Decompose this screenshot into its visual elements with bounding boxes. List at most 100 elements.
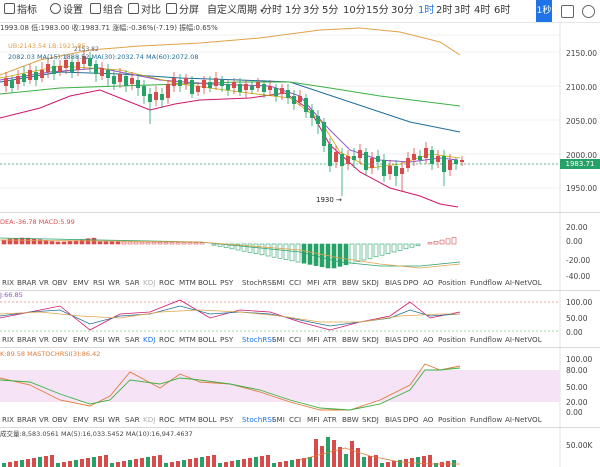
ma5-line [0, 65, 461, 169]
indicator-tab[interactable]: BOLL [198, 415, 217, 424]
indicator-tab[interactable]: StochRSI [242, 278, 274, 287]
indicator-tab[interactable]: SKDJ [362, 415, 379, 424]
indicator-tab[interactable]: ROC [159, 415, 175, 424]
settings-button[interactable]: 设置 [50, 3, 83, 19]
indicator-tab[interactable]: DPO [403, 415, 419, 424]
indicator-tab[interactable]: BRAR [17, 278, 37, 287]
indicator-tab[interactable]: AI-NetVOL [505, 415, 542, 424]
indicator-tab[interactable]: KDJ [143, 415, 156, 424]
timeframe-tab[interactable]: 30分 [391, 5, 414, 16]
indicator-tab[interactable]: KDJ [143, 335, 156, 344]
indicator-tab[interactable]: BRAR [17, 335, 37, 344]
combo-button[interactable]: 组合 [90, 3, 123, 19]
indicator-tab[interactable]: BOLL [198, 278, 217, 287]
indicator-tab[interactable]: StochRSI [242, 415, 274, 424]
indicator-tab[interactable]: MFI [307, 278, 320, 287]
indicator-tab[interactable]: OBV [52, 335, 68, 344]
timeframe-tab[interactable]: 1分 [285, 5, 302, 16]
indicator-tab[interactable]: CCI [289, 415, 302, 424]
timeframe-tab[interactable]: 1时 [418, 5, 435, 16]
indicator-tab[interactable]: RIX [2, 415, 15, 424]
indicator-tab[interactable]: VR [39, 278, 49, 287]
indicator-tab[interactable]: KDJ [143, 278, 156, 287]
indicator-tab[interactable]: SAR [125, 278, 140, 287]
custom-period-button[interactable]: 自定义周期 ▾ [207, 5, 264, 16]
indicator-tab[interactable]: Fundflow [470, 415, 503, 424]
indicator-tab[interactable]: BBW [342, 278, 359, 287]
indicator-tab[interactable]: AO [423, 278, 434, 287]
indicator-tab[interactable]: MTM [179, 335, 196, 344]
indicator-tab[interactable]: RSI [93, 415, 105, 424]
timeframe-tab[interactable]: 15分 [366, 5, 389, 16]
timeframe-tab[interactable]: 4时 [474, 5, 491, 16]
indicator-tab[interactable]: ATR [323, 335, 337, 344]
live-toggle[interactable]: 1秒 [536, 0, 552, 22]
indicator-tab[interactable]: SKDJ [362, 335, 379, 344]
indicator-tab[interactable]: SMI [272, 335, 285, 344]
indicator-tab[interactable]: RSI [93, 335, 105, 344]
gear-icon[interactable] [582, 5, 595, 18]
indicator-tab[interactable]: PSY [220, 335, 234, 344]
indicator-tab[interactable]: CCI [289, 335, 302, 344]
indicator-tab[interactable]: RSI [93, 278, 105, 287]
indicator-tab[interactable]: MTM [179, 278, 196, 287]
indicator-tab[interactable]: Fundflow [470, 278, 503, 287]
indicator-tab[interactable]: ATR [323, 415, 337, 424]
indicator-tab[interactable]: SAR [125, 415, 140, 424]
indicator-tab[interactable]: EMV [73, 278, 89, 287]
indicator-tab[interactable]: BOLL [198, 335, 217, 344]
indicator-tab[interactable]: StochRSI [242, 335, 274, 344]
indicator-tab[interactable]: PSY [220, 278, 234, 287]
indicator-tab[interactable]: Position [438, 278, 466, 287]
indicator-tab[interactable]: ROC [159, 278, 175, 287]
indicator-tab[interactable]: SKDJ [362, 278, 379, 287]
indicator-tab[interactable]: BIAS [385, 278, 402, 287]
timeframe-tab[interactable]: 6时 [494, 5, 511, 16]
indicator-tab[interactable]: MFI [307, 415, 320, 424]
indicator-tab[interactable]: SMI [272, 278, 285, 287]
indicator-tab[interactable]: BIAS [385, 415, 402, 424]
indicator-tab[interactable]: EMV [73, 415, 89, 424]
indicator-tab[interactable]: BBW [342, 415, 359, 424]
indicator-tab[interactable]: SAR [125, 335, 140, 344]
indicator-tab[interactable]: RIX [2, 335, 15, 344]
timeframe-tab[interactable]: 10分 [343, 5, 366, 16]
indicator-tab[interactable]: EMV [73, 335, 89, 344]
indicator-tab[interactable]: AO [423, 335, 434, 344]
indicator-tab[interactable]: ROC [159, 335, 175, 344]
indicator-tab[interactable]: WR [108, 278, 121, 287]
indicator-tab[interactable]: BBW [342, 335, 359, 344]
indicator-tab[interactable]: MTM [179, 415, 196, 424]
indicator-tab[interactable]: Position [438, 335, 466, 344]
compare-button[interactable]: 对比 [128, 3, 161, 19]
indicator-tab[interactable]: BRAR [17, 415, 37, 424]
timeframe-tab[interactable]: 分时 [262, 5, 282, 16]
indicator-tab[interactable]: BIAS [385, 335, 402, 344]
timeframe-tab[interactable]: 3分 [303, 5, 320, 16]
indicator-tab[interactable]: AO [423, 415, 434, 424]
indicator-tab[interactable]: OBV [52, 415, 68, 424]
indicator-tab[interactable]: Fundflow [470, 335, 503, 344]
indicator-tab[interactable]: SMI [272, 415, 285, 424]
indicator-tab[interactable]: VR [39, 415, 49, 424]
indicator-tab[interactable]: RIX [2, 278, 15, 287]
indicator-tab[interactable]: DPO [403, 335, 419, 344]
split-screen-button[interactable]: 分屏 [166, 3, 199, 19]
indicator-tab[interactable]: CCI [289, 278, 302, 287]
indicator-tab[interactable]: WR [108, 415, 121, 424]
indicator-tab[interactable]: WR [108, 335, 121, 344]
indicator-tab[interactable]: PSY [220, 415, 234, 424]
timeframe-tab[interactable]: 5分 [322, 5, 339, 16]
timeframe-tab[interactable]: 2时 [436, 5, 453, 16]
timeframe-tab[interactable]: 3时 [454, 5, 471, 16]
indicator-tab[interactable]: ATR [323, 278, 337, 287]
camera-icon[interactable] [561, 5, 574, 18]
indicator-tab[interactable]: DPO [403, 278, 419, 287]
indicator-tab[interactable]: AI-NetVOL [505, 335, 542, 344]
indicator-tab[interactable]: Position [438, 415, 466, 424]
indicator-tab[interactable]: VR [39, 335, 49, 344]
indicator-tab[interactable]: MFI [307, 335, 320, 344]
indicators-button[interactable]: 指标 [4, 3, 37, 19]
indicator-tab[interactable]: AI-NetVOL [505, 278, 542, 287]
indicator-tab[interactable]: OBV [52, 278, 68, 287]
